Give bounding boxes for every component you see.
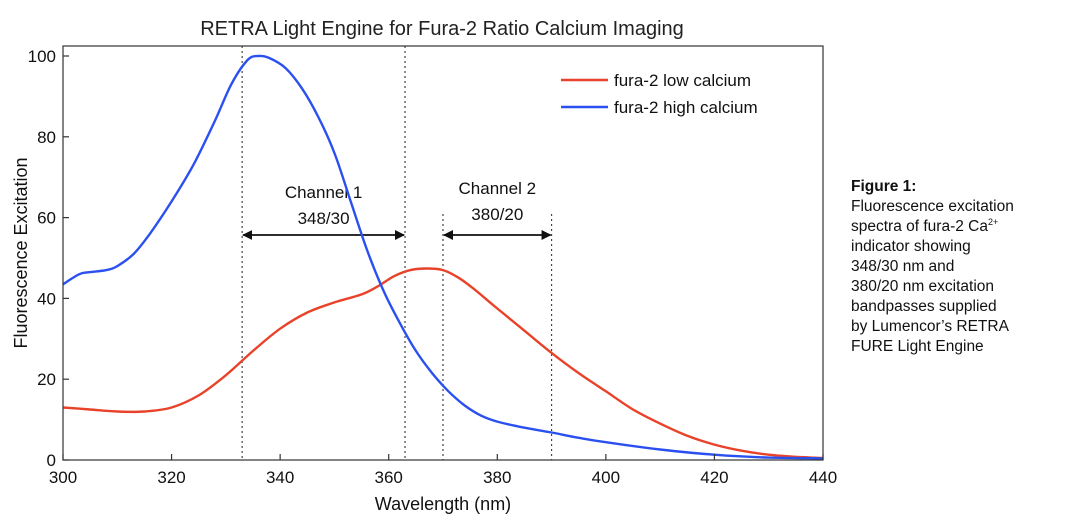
legend-label: fura-2 high calcium xyxy=(614,98,758,117)
plot-frame xyxy=(62,45,824,461)
caption-line: indicator showing xyxy=(851,238,971,255)
figure-caption: Figure 1: Fluorescence excitation spectr… xyxy=(851,177,1076,357)
y-tick-label: 60 xyxy=(37,209,56,228)
channel-band-label: 380/20 xyxy=(471,205,523,224)
caption-line: FURE Light Engine xyxy=(851,338,984,355)
x-tick-label: 400 xyxy=(592,468,620,487)
x-tick-label: 420 xyxy=(700,468,728,487)
caption-line: by Lumencor’s RETRA xyxy=(851,318,1009,335)
x-tick-label: 320 xyxy=(157,468,185,487)
channel-markers: Channel 1 348/30 Channel 2 380/20 xyxy=(241,46,553,460)
x-tick-label: 340 xyxy=(266,468,294,487)
caption-line: 380/20 nm excitation xyxy=(851,278,995,295)
y-tick-label: 80 xyxy=(37,128,56,147)
y-tick-label: 20 xyxy=(37,370,56,389)
spectrum-chart: RETRA Light Engine for Fura-2 Ratio Calc… xyxy=(11,18,838,514)
caption-line: spectra of fura-2 Ca2+ xyxy=(851,217,1076,237)
y-tick-label: 40 xyxy=(37,289,56,308)
axes: 300 320 340 360 380 400 420 440 0 20 40 60 80 100 xyxy=(28,47,838,487)
caption-title: Figure 1: xyxy=(851,178,917,195)
y-tick-label: 100 xyxy=(28,47,56,66)
x-tick-label: 380 xyxy=(483,468,511,487)
chart-title: RETRA Light Engine for Fura-2 Ratio Calc… xyxy=(200,18,684,40)
x-axis-label: Wavelength (nm) xyxy=(375,494,511,514)
caption-superscript: 2+ xyxy=(987,217,999,227)
caption-line: bandpasses supplied xyxy=(851,298,997,315)
channel-name-label: Channel 1 xyxy=(285,183,363,202)
legend-label: fura-2 low calcium xyxy=(614,71,751,90)
legend: fura-2 low calcium fura-2 high calcium xyxy=(561,71,758,117)
caption-line: Fluorescence excitation xyxy=(851,198,1014,215)
series-line-high-calcium xyxy=(62,54,824,460)
series-lines xyxy=(62,54,824,460)
series-line-low-calcium xyxy=(62,267,824,460)
x-tick-label: 300 xyxy=(49,468,77,487)
y-tick-label: 0 xyxy=(47,451,56,470)
caption-text: spectra of fura-2 Ca xyxy=(851,218,988,235)
x-tick-label: 440 xyxy=(809,468,837,487)
x-tick-label: 360 xyxy=(375,468,403,487)
y-axis-label: Fluorescence Excitation xyxy=(11,157,31,348)
channel-band-label: 348/30 xyxy=(298,209,350,228)
channel-name-label: Channel 2 xyxy=(459,179,537,198)
caption-line: 348/30 nm and xyxy=(851,258,955,275)
